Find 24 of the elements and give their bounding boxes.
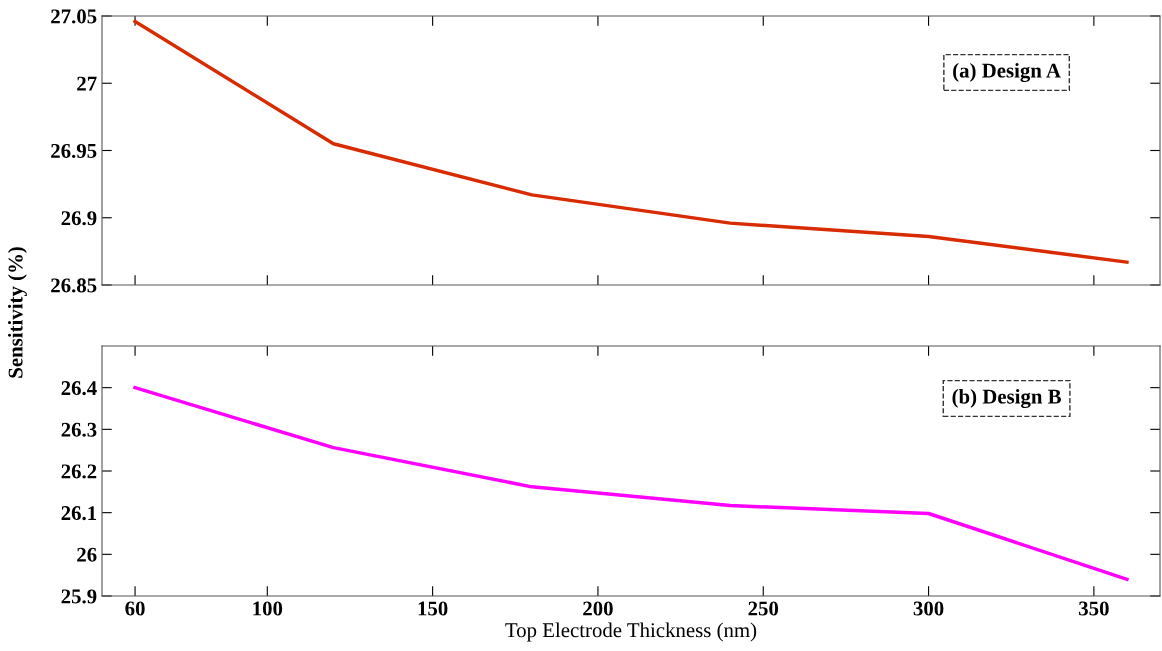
x-tick-label: 60 <box>125 601 145 616</box>
y-tick-label: 26.2 <box>61 464 97 479</box>
annotation: (a) Design A <box>953 62 1061 83</box>
y-tick-label: 27.05 <box>51 9 97 24</box>
x-tick-label: 250 <box>748 601 779 616</box>
y-tick-label: 26.85 <box>51 278 97 293</box>
x-tick-label: 200 <box>583 601 613 616</box>
y-axis-title: Sensitivity (%) <box>7 247 27 378</box>
annotation: (b) Design B <box>952 388 1061 409</box>
x-axis-title: Top Electrode Thickness (nm) <box>505 622 757 642</box>
y-tick-label: 26.3 <box>61 422 97 437</box>
y-tick-label: 25.9 <box>61 589 97 604</box>
y-tick-label: 26.4 <box>61 381 97 396</box>
x-tick-label: 150 <box>418 601 448 616</box>
x-tick-label: 100 <box>253 601 283 616</box>
y-tick-label: 26.95 <box>51 143 97 159</box>
y-tick-label: 26 <box>77 547 97 562</box>
x-tick-label: 300 <box>913 601 944 616</box>
y-tick-label: 26.1 <box>61 506 97 521</box>
y-tick-label: 27 <box>77 76 97 91</box>
y-tick-label: 26.9 <box>61 211 97 226</box>
line-series <box>133 385 1129 582</box>
x-tick-label: 350 <box>1079 601 1109 616</box>
line-series <box>133 19 1129 264</box>
